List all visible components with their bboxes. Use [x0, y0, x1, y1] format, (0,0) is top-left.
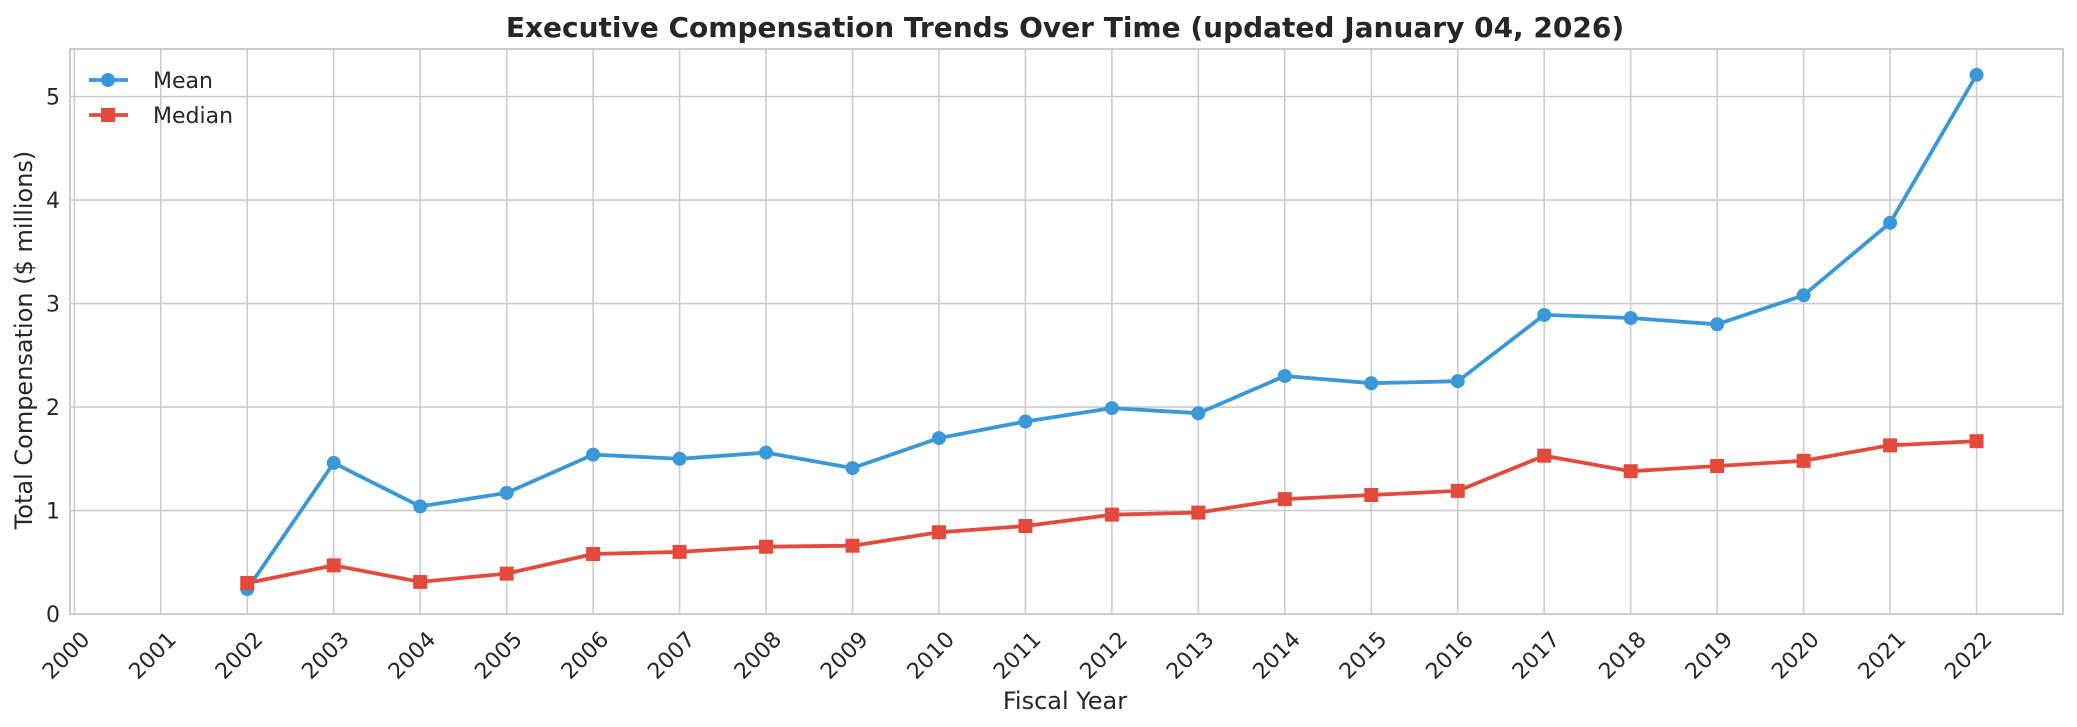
data-point — [1710, 317, 1725, 332]
data-point — [1969, 67, 1984, 82]
y-tick-label: 3 — [46, 293, 60, 318]
data-point — [672, 451, 687, 466]
legend-marker — [101, 73, 115, 87]
x-axis-label: Fiscal Year — [1003, 687, 1127, 715]
x-tick-label: 2010 — [903, 627, 960, 684]
series-median — [240, 434, 1984, 590]
x-tick-label: 2005 — [470, 627, 527, 684]
x-tick-label: 2011 — [989, 627, 1046, 684]
data-point — [1883, 215, 1898, 230]
data-point — [1450, 374, 1465, 389]
x-tick-label: 2003 — [297, 627, 354, 684]
data-point — [1104, 507, 1119, 522]
data-point — [1191, 505, 1206, 520]
x-tick-label: 2021 — [1854, 627, 1911, 684]
y-tick-label: 4 — [46, 189, 60, 214]
x-tick-label: 2022 — [1940, 627, 1997, 684]
data-point — [326, 455, 341, 470]
y-tick-label: 1 — [46, 500, 60, 525]
x-tick-label: 2012 — [1076, 627, 1133, 684]
x-tick-label: 2001 — [125, 627, 182, 684]
data-point — [499, 485, 514, 500]
legend-item-mean: Mean — [89, 69, 213, 94]
x-tick-label: 2007 — [643, 627, 700, 684]
data-point — [672, 544, 687, 559]
x-tick-label: 2004 — [384, 627, 441, 684]
data-point — [1710, 459, 1725, 474]
chart-title: Executive Compensation Trends Over Time … — [506, 11, 1624, 44]
data-point — [1450, 483, 1465, 498]
x-tick-label: 2017 — [1508, 627, 1565, 684]
x-axis-ticks: 2000 2001 2002 2003 2004 2005 2006 2007 2008 2009… — [38, 627, 1997, 684]
legend: Mean Median — [89, 69, 233, 129]
data-point — [1018, 414, 1033, 429]
data-point — [1537, 307, 1552, 322]
x-tick-label: 2016 — [1421, 627, 1478, 684]
x-tick-label: 2018 — [1594, 627, 1651, 684]
data-point — [759, 445, 774, 460]
x-tick-label: 2006 — [557, 627, 614, 684]
x-tick-label: 2002 — [211, 627, 268, 684]
plot-frame — [69, 48, 2064, 615]
data-point — [1364, 487, 1379, 502]
x-tick-label: 2013 — [1162, 627, 1219, 684]
data-point — [845, 538, 860, 553]
data-point — [1364, 376, 1379, 391]
y-axis-label: Total Compensation ($ millions) — [10, 151, 38, 531]
data-point — [1883, 438, 1898, 453]
x-tick-label: 2009 — [816, 627, 873, 684]
x-tick-label: 2020 — [1767, 627, 1824, 684]
x-tick-label: 2000 — [38, 627, 95, 684]
data-point — [1104, 401, 1119, 416]
legend-item-median: Median — [89, 104, 233, 129]
data-point — [1277, 368, 1292, 383]
data-point — [931, 525, 946, 540]
data-point — [1191, 406, 1206, 421]
legend-label: Median — [153, 104, 233, 129]
data-point — [586, 546, 601, 561]
data-point — [1623, 311, 1638, 326]
data-point — [1623, 464, 1638, 479]
grid — [70, 49, 2063, 615]
data-point — [759, 539, 774, 554]
x-tick-label: 2019 — [1681, 627, 1738, 684]
data-point — [1796, 288, 1811, 303]
data-point — [499, 566, 514, 581]
series-mean — [240, 67, 1984, 597]
y-axis-ticks: 0 1 2 3 4 5 — [46, 86, 60, 628]
data-point — [413, 499, 428, 514]
data-point — [240, 575, 255, 590]
legend-label: Mean — [153, 69, 213, 94]
x-tick-label: 2015 — [1335, 627, 1392, 684]
series-layer — [240, 67, 1984, 597]
y-tick-label: 2 — [46, 396, 60, 421]
data-point — [1969, 434, 1984, 449]
data-point — [326, 558, 341, 573]
x-tick-label: 2014 — [1249, 627, 1306, 684]
data-point — [586, 447, 601, 462]
legend-marker — [101, 108, 115, 122]
data-point — [1796, 453, 1811, 468]
y-tick-label: 5 — [46, 86, 60, 111]
x-tick-label: 2008 — [730, 627, 787, 684]
data-point — [845, 461, 860, 476]
data-point — [1277, 492, 1292, 507]
data-point — [413, 574, 428, 589]
data-point — [1537, 448, 1552, 463]
data-point — [931, 431, 946, 446]
y-tick-label: 0 — [46, 603, 60, 628]
data-point — [1018, 519, 1033, 534]
